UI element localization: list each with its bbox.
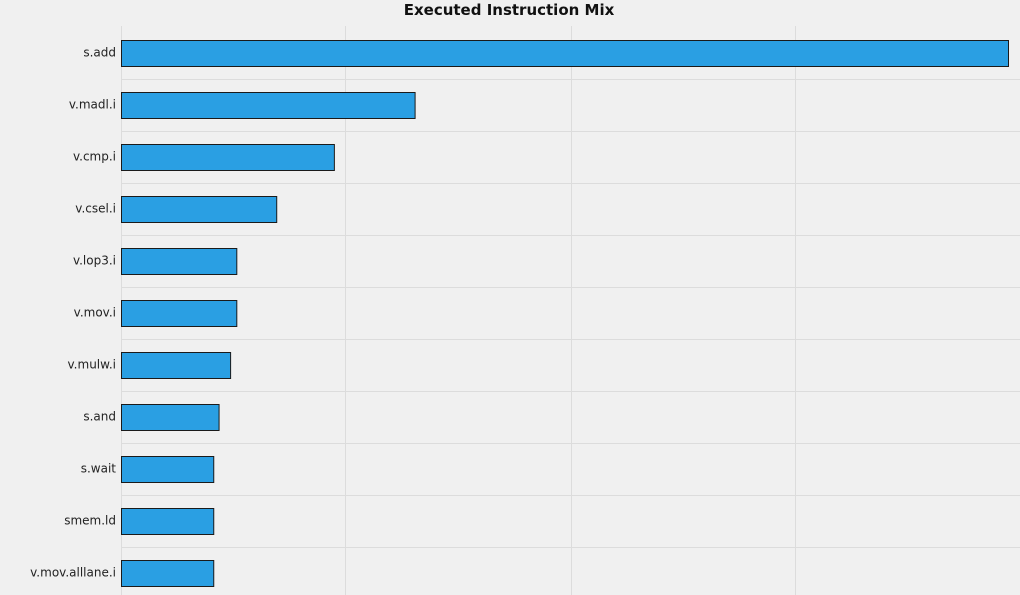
category-label: v.csel.i [75, 202, 116, 216]
category-label: smem.ld [64, 514, 116, 528]
bar-v-lop3-i [121, 248, 238, 275]
bar-v-csel-i [121, 196, 278, 223]
category-label: v.cmp.i [73, 150, 116, 164]
category-label: v.mulw.i [68, 358, 116, 372]
category-label: s.and [83, 410, 116, 424]
category-label: v.mov.i [74, 306, 116, 320]
category-label: v.madl.i [69, 98, 116, 112]
bar-v-mov-alllane-i [121, 560, 215, 587]
category-label: v.lop3.i [73, 254, 116, 268]
category-label: s.wait [81, 462, 117, 476]
bar-s-add [121, 40, 1009, 67]
bar-v-mov-i [121, 300, 238, 327]
label-layer: s.add v.madl.i v.cmp.i v.csel.i v.lop3.i v.mo… [30, 46, 116, 580]
grid-layer [121, 26, 1020, 595]
bar-s-and [121, 404, 220, 431]
bar-v-cmp-i [121, 144, 335, 171]
bar-v-madl-i [121, 92, 416, 119]
category-label: s.add [83, 46, 116, 60]
chart-title: Executed Instruction Mix [403, 1, 615, 19]
bar-layer [121, 40, 1009, 587]
category-label: v.mov.alllane.i [30, 566, 116, 580]
bar-s-wait [121, 456, 215, 483]
bar-v-mulw-i [121, 352, 232, 379]
bar-smem-ld [121, 508, 215, 535]
